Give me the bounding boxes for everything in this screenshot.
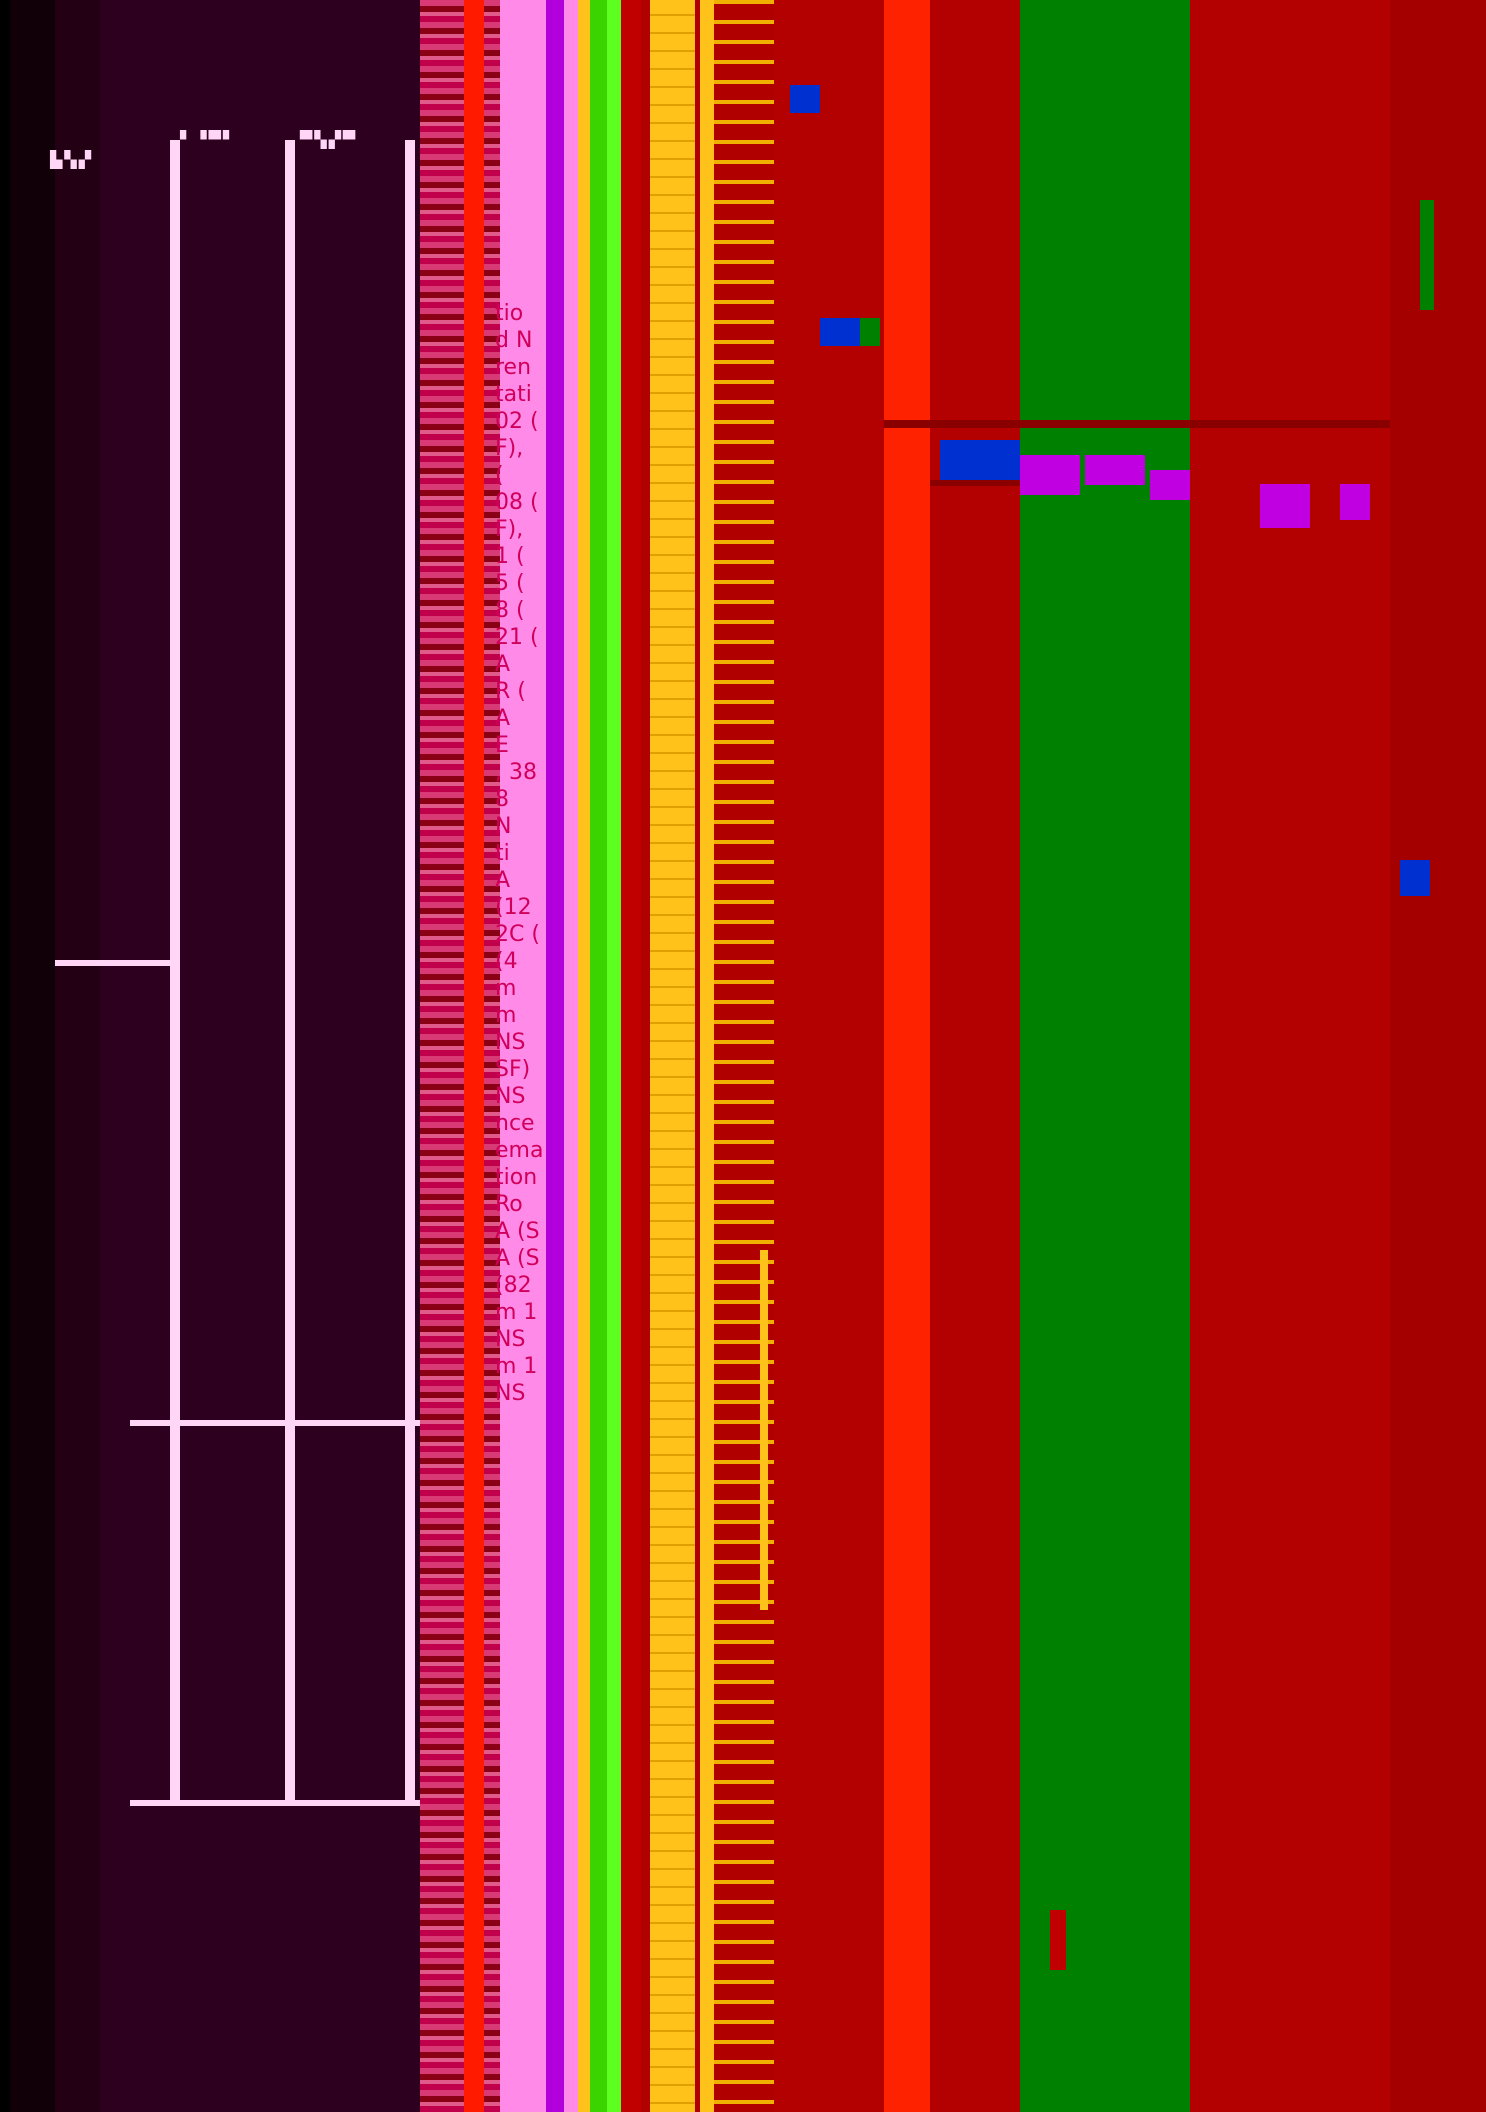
block-glitch [760, 1250, 768, 1610]
noise-strip [714, 0, 774, 2112]
glitched-fragment: tati [495, 382, 532, 407]
glitched-fragment: d N [495, 328, 533, 353]
block-glitch [860, 318, 880, 346]
glitched-fragment: , 38 [495, 760, 537, 785]
glitched-fragment: m [495, 1003, 517, 1028]
glitched-fragment: F), [495, 517, 524, 542]
glitched-fragment: 02 ( [495, 409, 539, 434]
red-panel [1190, 0, 1390, 2112]
magenta-strip [546, 0, 564, 2112]
block-glitch [1050, 1910, 1066, 1970]
left-band [10, 0, 55, 2112]
red-strip [464, 0, 484, 2112]
yellow-strip [650, 0, 695, 2112]
glitched-fragment: ti [495, 841, 510, 866]
glitched-fragment: ren [495, 355, 532, 380]
glitched-fragment: R ( [495, 679, 526, 704]
divider-line [130, 1800, 420, 1806]
glitched-fragment: SF) [495, 1057, 531, 1082]
glitched-fragment: (82 [495, 1273, 532, 1298]
glitched-fragment: A [495, 652, 511, 677]
yellow-strip [700, 0, 714, 2112]
glitched-fragment: m 1 [495, 1300, 538, 1325]
divider-line [405, 140, 415, 1800]
red-panel [1390, 0, 1486, 2112]
glitched-fragment: F), [495, 436, 524, 461]
glitched-fragment: m 1 [495, 1354, 538, 1379]
glitched-fragment: E [495, 733, 509, 758]
glitched-fragment: NS [495, 1084, 526, 1109]
left-band [55, 0, 100, 2112]
lime-strip [607, 0, 621, 2112]
glitched-fragment: N [495, 814, 512, 839]
block-glitch [1085, 455, 1145, 485]
red-panel [774, 0, 884, 2112]
glitch-text: ▘▝▀▘ [180, 130, 238, 149]
block-glitch [1340, 484, 1370, 520]
glitched-fragment: nce [495, 1111, 535, 1136]
glitched-fragment: A (S [495, 1246, 540, 1271]
glitched-fragment: NS [495, 1381, 526, 1406]
glitched-fragment: 21 ( [495, 625, 539, 650]
glitched-fragment: 08 ( [495, 490, 539, 515]
block-glitch [1260, 484, 1310, 528]
glitched-fragment: A [495, 706, 511, 731]
glitched-fragment: (4 [495, 949, 518, 974]
block-glitch [1400, 860, 1430, 896]
block-glitch [1150, 470, 1190, 500]
glitched-fragment: 1 ( [495, 544, 525, 569]
pink-strip [564, 0, 578, 2112]
glitched-fragment: NS [495, 1327, 526, 1352]
glitched-fragment: A (S [495, 1219, 540, 1244]
divider-line [930, 480, 1020, 486]
block-glitch [820, 318, 860, 346]
block-glitch [1020, 455, 1080, 495]
left-edge [0, 0, 10, 2112]
glitched-fragment: 2C ( [495, 922, 540, 947]
glitched-fragment: tio [495, 301, 524, 326]
glitched-fragment: ( [495, 463, 504, 488]
bright-red-strip [884, 0, 930, 2112]
glitched-fragment: 5 ( [495, 571, 525, 596]
yellow-strip [578, 0, 590, 2112]
block-glitch [1420, 200, 1434, 310]
divider-line [285, 140, 295, 1800]
block-glitch [940, 440, 1020, 480]
glitched-fragment: m [495, 976, 517, 1001]
glitched-fragment: NS [495, 1030, 526, 1055]
glitched-fragment: ema [495, 1138, 544, 1163]
glitched-fragment: (12 [495, 895, 532, 920]
glitched-fragment: A [495, 868, 511, 893]
block-glitch [790, 85, 820, 113]
divider-line [170, 140, 180, 1800]
divider-line [55, 960, 175, 966]
glitched-fragment: 8 [495, 787, 509, 812]
red-panel [930, 0, 1020, 2112]
red-strip [621, 0, 641, 2112]
glitched-fragment: 8 ( [495, 598, 525, 623]
glitch-text: ▙▚▞ [50, 150, 93, 169]
glitched-fragment: tion [495, 1165, 538, 1190]
divider-line [884, 420, 1390, 428]
green-panel [1020, 0, 1190, 2112]
glitched-fragment: Ro [495, 1192, 523, 1217]
noise-strip [420, 0, 500, 2112]
divider-line [130, 1420, 420, 1426]
glitch-text: ▀▚▞▀ [300, 130, 358, 149]
